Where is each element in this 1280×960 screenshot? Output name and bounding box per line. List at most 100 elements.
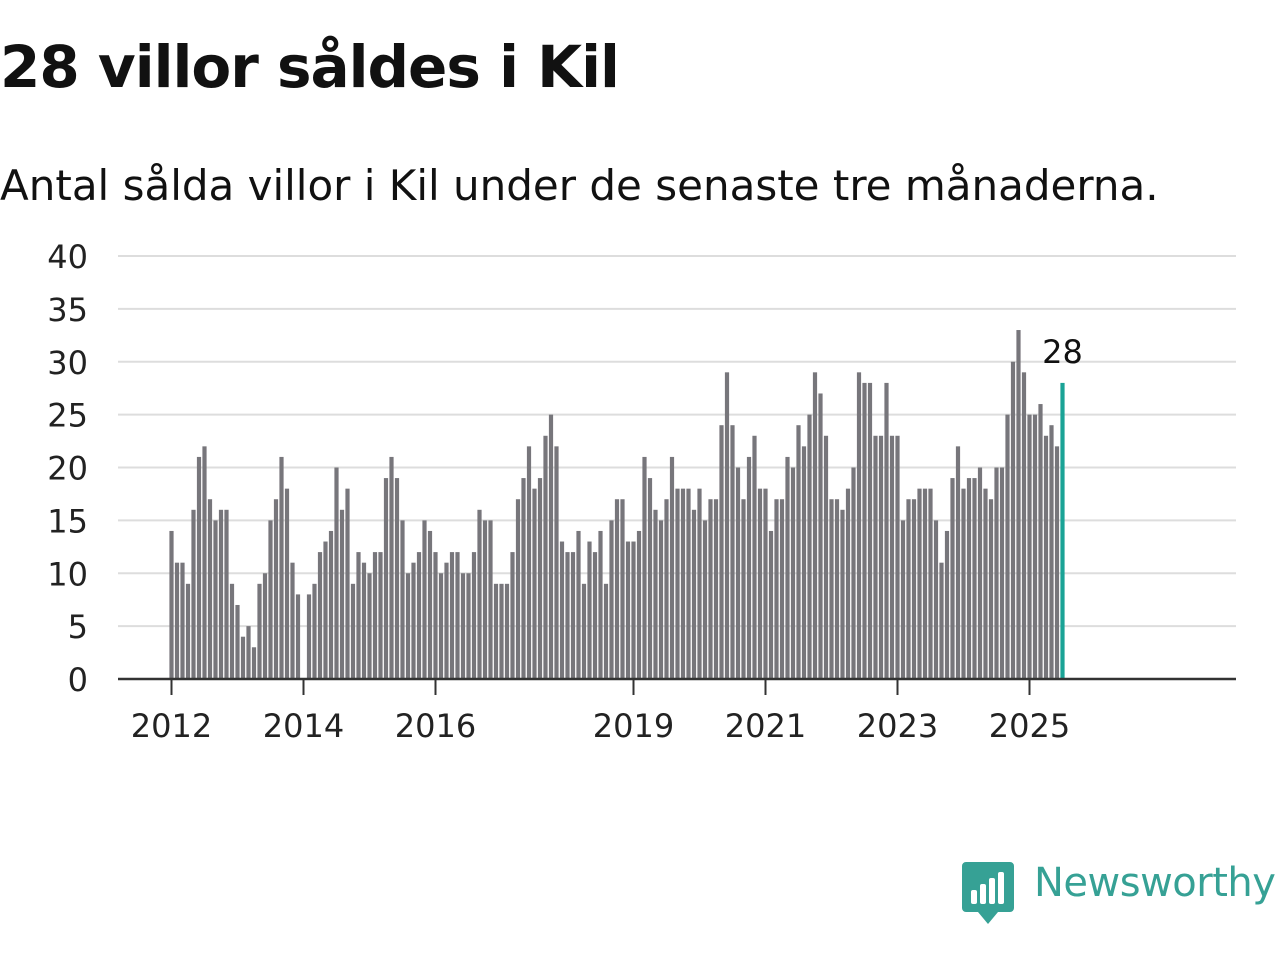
bar [752,435,757,679]
bar [906,499,911,679]
bar [768,530,774,679]
bar [356,552,361,679]
bar [273,499,279,679]
bar [323,541,328,679]
bar [933,520,939,679]
bar [741,499,746,679]
bar [823,435,829,679]
x-tick-label: 2012 [131,707,212,745]
bar [400,520,405,679]
bar [900,520,906,679]
bar [466,573,471,679]
bar [1049,425,1054,679]
bar [592,552,598,679]
bar [719,425,724,679]
chart-title: 28 villor såldes i Kil [0,33,620,101]
bar [983,488,988,679]
y-tick-label: 5 [68,608,88,646]
y-tick-label: 25 [47,397,88,435]
bar [917,488,922,679]
bar [1038,404,1043,679]
y-tick-label: 35 [47,291,88,329]
bar [290,562,295,679]
bar [966,478,972,679]
bar [251,647,257,679]
bar [614,499,620,679]
y-tick-label: 20 [47,450,88,488]
bar [867,382,873,679]
x-tick-label: 2014 [263,707,344,745]
brand-name: Newsworthy [1034,860,1276,906]
y-axis-tick-labels: 0 5 10 15 20 25 30 35 40 [47,238,88,699]
bar [262,573,268,679]
bar [647,478,653,679]
bar [845,488,851,679]
bar [174,562,180,679]
bar [499,583,504,679]
bar [911,499,917,679]
bar [257,583,262,679]
bar [939,562,944,679]
bar [581,583,587,679]
bar [422,520,427,679]
bar [829,499,834,679]
bar [680,488,686,679]
bar [235,604,240,679]
bar [1016,330,1021,679]
bar [999,467,1005,679]
bar [196,456,202,679]
bar [977,467,983,679]
bar [785,456,790,679]
bar [455,552,460,679]
bar [779,499,785,679]
y-tick-label: 15 [47,502,88,540]
bar [944,530,950,679]
bar [411,562,416,679]
bar [295,594,301,679]
bar [884,382,889,679]
bar [955,446,961,679]
x-tick-label: 2016 [395,707,476,745]
bar [774,499,779,679]
bar [713,499,719,679]
bar [559,541,565,679]
bar [449,552,455,679]
bar [284,488,290,679]
bar [565,552,570,679]
bar [213,520,218,679]
bar [851,467,856,679]
bar [202,446,207,679]
bar [328,530,334,679]
bar [840,509,845,679]
bar [922,488,928,679]
bar [653,509,658,679]
bar [988,499,994,679]
bar [389,456,394,679]
bar [724,372,730,679]
bar [686,488,691,679]
bar [229,583,235,679]
bar [702,520,708,679]
bar [268,520,273,679]
bar [625,541,631,679]
bar [510,552,515,679]
bar [180,562,185,679]
bar [895,435,900,679]
bar [350,583,356,679]
highlight-bar [1060,382,1065,679]
bar [961,488,966,679]
bar [493,583,499,679]
bar [642,456,647,679]
bar [620,499,625,679]
bar [669,456,675,679]
x-axis-tick-labels: 2012 2014 2016 2019 2021 2023 2025 [131,707,1070,745]
bar [818,393,823,679]
bar [543,435,548,679]
bar [873,435,878,679]
bar [460,573,466,679]
bar [790,467,796,679]
bar [169,530,174,679]
bar [730,425,735,679]
y-tick-label: 0 [68,661,88,699]
